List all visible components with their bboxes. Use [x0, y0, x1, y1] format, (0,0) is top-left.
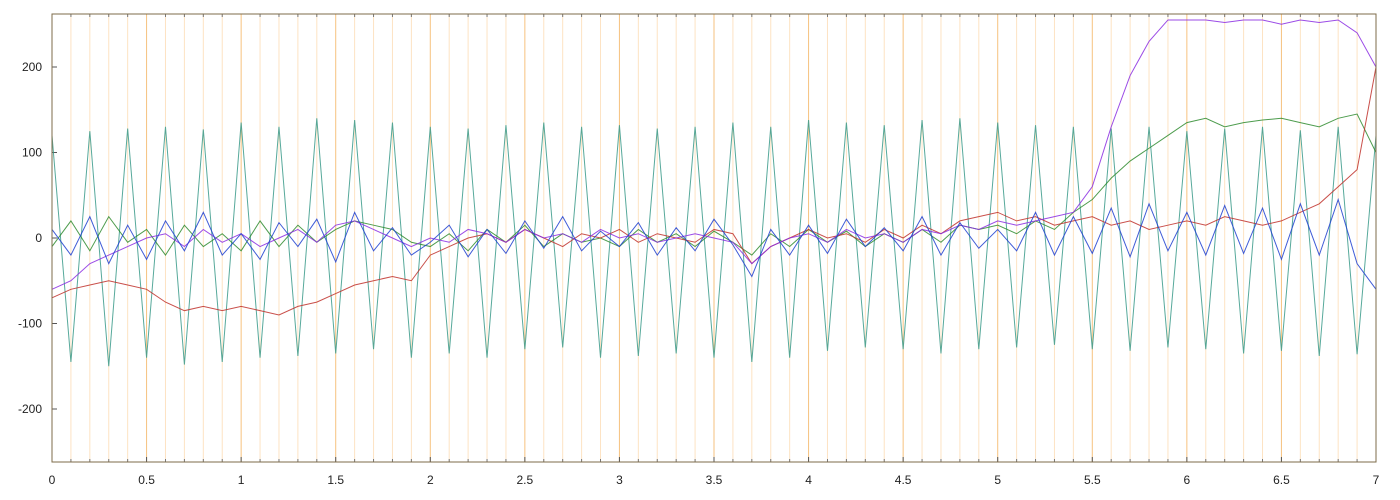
y-tick-label: -100	[18, 316, 42, 330]
x-tick-label: 1.5	[327, 473, 344, 487]
x-tick-label: 0.5	[138, 473, 155, 487]
x-tick-label: 0	[49, 473, 56, 487]
x-tick-label: 5	[994, 473, 1001, 487]
y-tick-label: -200	[18, 402, 42, 416]
series-line	[51, 118, 1377, 367]
x-tick-label: 1	[238, 473, 245, 487]
x-tick-label: 3	[616, 473, 623, 487]
series-line	[51, 197, 1377, 290]
plot-frame	[51, 13, 1377, 463]
series-line	[51, 66, 1377, 316]
x-tick-label: 6.5	[1273, 473, 1290, 487]
x-tick-label: 4.5	[895, 473, 912, 487]
series-line	[51, 19, 1377, 290]
x-tick-label: 2	[427, 473, 434, 487]
x-tick-label: 2.5	[517, 473, 534, 487]
y-tick-label: 0	[35, 231, 42, 245]
x-tick-label: 4	[805, 473, 812, 487]
y-tick-label: 100	[22, 146, 42, 160]
series-line	[51, 113, 1377, 256]
x-tick-label: 5.5	[1084, 473, 1101, 487]
x-tick-label: 6	[1184, 473, 1191, 487]
x-tick-label: 3.5	[706, 473, 723, 487]
y-tick-label: 200	[22, 60, 42, 74]
x-tick-label: 7	[1373, 473, 1380, 487]
